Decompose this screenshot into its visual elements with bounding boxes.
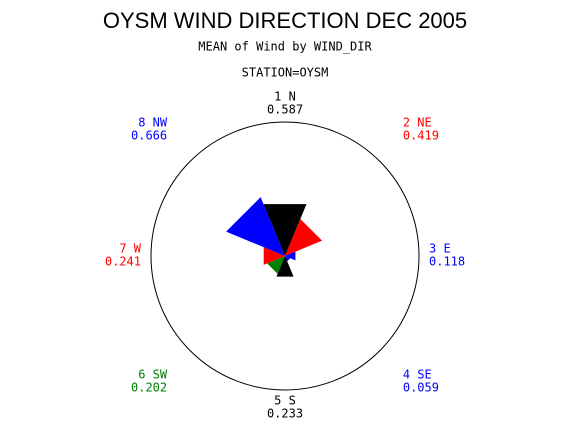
direction-label: 3 E	[429, 242, 451, 256]
wedge	[285, 218, 323, 256]
direction-label: 2 NE	[403, 116, 432, 130]
value-label: 0.118	[429, 255, 465, 269]
value-label: 0.587	[267, 103, 303, 117]
value-label: 0.202	[131, 380, 167, 394]
direction-label: 6 SW	[138, 367, 168, 381]
direction-label: 8 NW	[138, 116, 168, 130]
wedge	[285, 251, 296, 261]
direction-label: 1 N	[274, 90, 296, 104]
wedge	[267, 256, 285, 274]
direction-label: 4 SE	[403, 367, 432, 381]
wedge	[285, 256, 291, 262]
wedge	[226, 197, 285, 256]
direction-label: 7 W	[119, 242, 141, 256]
value-label: 0.059	[403, 380, 439, 394]
wedge	[263, 247, 285, 265]
chart-subtitle: MEAN of Wind by WIND_DIR	[198, 40, 372, 54]
value-label: 0.233	[267, 407, 303, 421]
value-label: 0.666	[131, 129, 167, 143]
wedge	[276, 256, 294, 277]
direction-label: 5 S	[274, 394, 296, 408]
outer-circle	[150, 121, 420, 391]
value-label: 0.241	[105, 255, 141, 269]
wedge	[263, 204, 307, 256]
chart-title: OYSM WIND DIRECTION DEC 2005	[103, 8, 467, 33]
station-label: STATION=OYSM	[242, 66, 329, 80]
value-label: 0.419	[403, 129, 439, 143]
